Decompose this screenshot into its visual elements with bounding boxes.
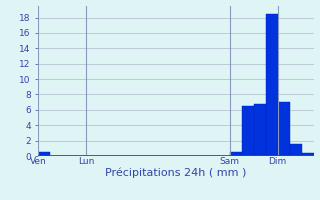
Bar	[278, 102, 290, 156]
Bar	[230, 152, 242, 156]
Bar	[266, 14, 278, 156]
Bar	[242, 106, 254, 156]
Bar	[38, 152, 50, 156]
Bar	[290, 144, 302, 156]
Bar	[302, 153, 314, 156]
Bar	[254, 104, 266, 156]
X-axis label: Précipitations 24h ( mm ): Précipitations 24h ( mm )	[105, 168, 247, 178]
